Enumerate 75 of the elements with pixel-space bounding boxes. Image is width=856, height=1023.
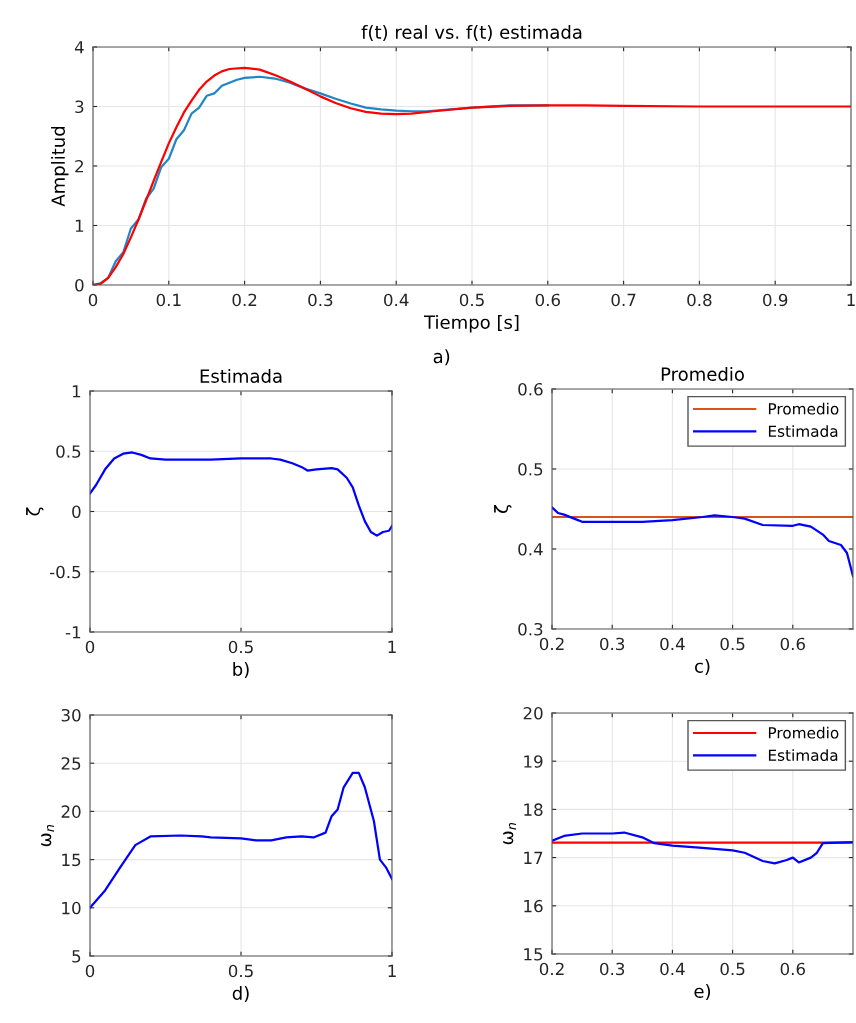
x-tick-label: 0.4 xyxy=(660,962,685,976)
legend-label: Estimada xyxy=(768,749,838,761)
chart-title: Promedio xyxy=(661,366,744,381)
x-axis-title: b) xyxy=(233,662,249,679)
x-tick-label: 0.6 xyxy=(535,293,560,307)
x-axis-title: d) xyxy=(232,986,249,1003)
y-tick-label: 0 xyxy=(72,505,81,519)
text: a) xyxy=(433,349,450,366)
x-tick-label: 0.3 xyxy=(600,962,625,976)
legend-label: Estimada xyxy=(768,425,838,437)
y-axis-title: ζ xyxy=(494,504,512,513)
x-tick-label: 0.4 xyxy=(660,637,685,651)
y-tick-label: 0 xyxy=(75,278,84,292)
x-tick-label: 0 xyxy=(85,964,95,978)
y-tick-label: -1 xyxy=(65,626,81,639)
y-tick-label: 0.3 xyxy=(518,622,543,636)
x-tick-label: 0.8 xyxy=(687,293,712,307)
y-tick-label: 15 xyxy=(524,948,543,961)
x-axis-title: c) xyxy=(695,659,710,676)
y-tick-label: 1 xyxy=(75,219,84,232)
y-tick-label: 30 xyxy=(61,708,81,722)
x-tick-label: 1 xyxy=(388,964,396,977)
y-axis-title: Amplitud xyxy=(51,126,69,207)
legend-label: Promedio xyxy=(768,726,839,739)
line-series xyxy=(552,506,853,578)
x-tick-label: 0.2 xyxy=(232,293,257,307)
x-axis-title: Tiempo [s] xyxy=(423,315,519,333)
y-tick-label: 20 xyxy=(61,805,81,818)
x-tick-label: 0.1 xyxy=(156,293,181,307)
chart-title: f(t) real vs. f(t) estimada xyxy=(361,24,582,42)
x-tick-label: 0.3 xyxy=(600,637,625,651)
y-tick-label: 25 xyxy=(61,757,81,770)
line-series xyxy=(552,831,853,865)
y-tick-label: 17 xyxy=(524,851,543,864)
y-tick-label: 4 xyxy=(74,41,84,54)
x-tick-label: 0.7 xyxy=(611,293,636,307)
y-axis-title: ω$_{n}$ xyxy=(503,822,517,845)
x-tick-label: 0 xyxy=(88,293,98,307)
y-tick-label: 1 xyxy=(72,385,81,398)
y-tick-label: 2 xyxy=(75,159,83,173)
line-series xyxy=(90,451,392,537)
x-tick-label: 1 xyxy=(847,293,855,306)
chart-title: Estimada xyxy=(200,368,282,383)
x-tick-label: 0.5 xyxy=(228,964,253,978)
y-tick-label: 0.5 xyxy=(518,462,543,476)
x-tick-label: 0.4 xyxy=(384,293,409,307)
x-tick-label: 1 xyxy=(388,640,396,653)
x-tick-label: 0.6 xyxy=(780,962,805,976)
x-tick-label: 0.2 xyxy=(539,637,564,651)
y-tick-label: 5 xyxy=(72,950,81,963)
legend-label: Promedio xyxy=(768,402,839,415)
y-tick-label: -0.5 xyxy=(49,565,81,579)
y-tick-label: 20 xyxy=(523,706,543,720)
y-axis-title: ω$_{n}$ xyxy=(41,824,55,847)
y-tick-label: 15 xyxy=(62,853,81,867)
x-tick-label: 0.2 xyxy=(539,962,564,976)
y-tick-label: 0.5 xyxy=(56,445,81,458)
y-tick-label: 0.4 xyxy=(518,542,543,556)
x-tick-label: 0.9 xyxy=(763,293,788,307)
x-tick-label: 0.5 xyxy=(720,962,745,976)
x-tick-label: 0.6 xyxy=(780,637,805,651)
x-tick-label: 0 xyxy=(85,640,95,654)
y-tick-label: 19 xyxy=(524,755,543,768)
x-tick-label: 0.5 xyxy=(459,293,484,307)
x-tick-label: 0.3 xyxy=(308,293,333,307)
y-axis-title: ζ xyxy=(26,507,44,516)
x-tick-label: 0.5 xyxy=(720,637,745,651)
y-tick-label: 16 xyxy=(524,899,543,913)
x-axis-title: e) xyxy=(694,984,711,1001)
y-tick-label: 10 xyxy=(62,901,81,915)
y-tick-label: 18 xyxy=(524,803,543,816)
line-series xyxy=(90,771,392,909)
y-tick-label: 3 xyxy=(75,100,84,114)
x-tick-label: 0.5 xyxy=(228,640,253,654)
y-tick-label: 0.6 xyxy=(518,382,543,396)
